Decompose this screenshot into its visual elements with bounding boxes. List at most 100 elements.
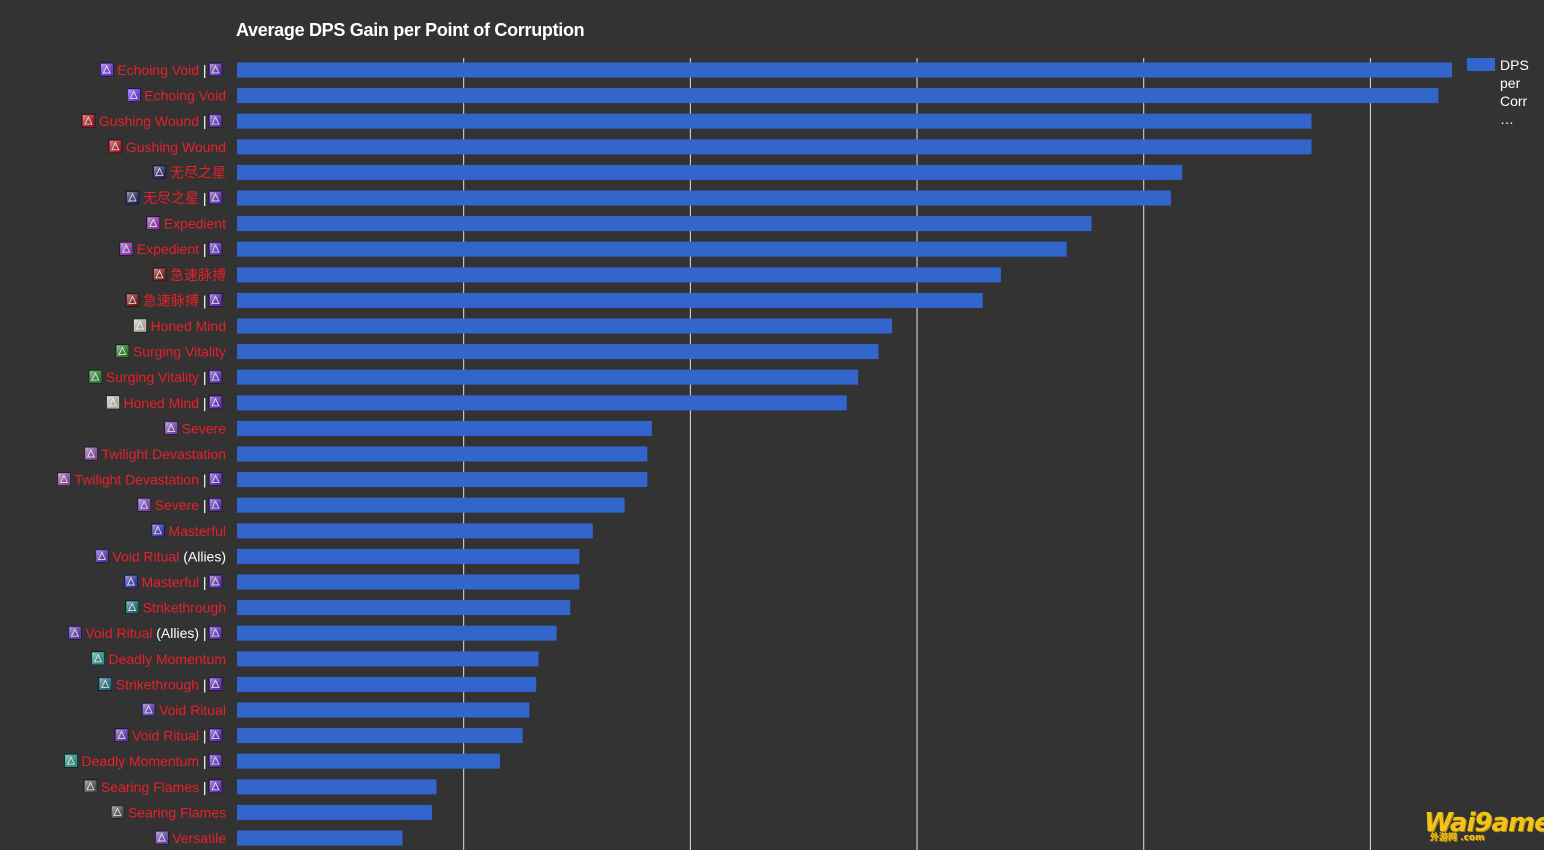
category-name: Versatile bbox=[172, 830, 226, 846]
vitality-icon-shine bbox=[89, 371, 101, 383]
category-name: Strikethrough bbox=[143, 600, 226, 616]
corruption-swirl-icon-glyph bbox=[211, 116, 220, 125]
bar bbox=[237, 753, 500, 769]
corruption-swirl-icon-glyph bbox=[211, 781, 220, 791]
corruption-swirl-icon-shine bbox=[210, 115, 221, 127]
corruption-swirl-icon-shine bbox=[210, 473, 221, 485]
legend-label: DPS per Corr… bbox=[1500, 57, 1529, 127]
corruption-swirl-icon bbox=[208, 677, 223, 691]
flames-icon-shine bbox=[111, 806, 123, 818]
corruption-swirl-icon-shine bbox=[210, 780, 221, 792]
category-label: Gushing Wound | bbox=[99, 113, 226, 129]
wound-icon-shine bbox=[109, 140, 121, 152]
bars bbox=[237, 62, 1452, 846]
bar bbox=[237, 113, 1312, 129]
momentum-icon bbox=[91, 651, 105, 666]
momentum-icon-glyph bbox=[66, 756, 76, 765]
ritual-icon bbox=[68, 625, 82, 640]
corruption-swirl-icon-glyph bbox=[211, 397, 220, 407]
void-icon bbox=[99, 62, 114, 77]
watermark-sub: 外游网 .com bbox=[1430, 830, 1484, 843]
wound-icon-shine bbox=[82, 115, 94, 127]
corruption-swirl-icon-shine bbox=[210, 396, 221, 408]
severe-icon-glyph bbox=[139, 500, 149, 509]
twilight-icon-glyph bbox=[86, 448, 96, 458]
corruption-swirl-icon-shine bbox=[210, 499, 221, 511]
wound-icon bbox=[108, 139, 123, 154]
category-name: Gushing Wound bbox=[99, 113, 199, 129]
twilight-icon bbox=[57, 472, 71, 486]
category-label: Searing Flames bbox=[128, 804, 226, 820]
category-label: Twilight Devastation bbox=[101, 446, 226, 462]
corruption-swirl-icon bbox=[208, 728, 223, 742]
legend-swatch bbox=[1467, 58, 1495, 71]
category-name: Void Ritual bbox=[159, 702, 226, 718]
category-name: Deadly Momentum bbox=[82, 753, 200, 769]
strikethrough-icon-shine bbox=[99, 678, 111, 690]
star-icon bbox=[125, 190, 140, 205]
corruption-swirl-icon bbox=[208, 190, 223, 205]
bar bbox=[237, 600, 571, 616]
category-name: Severe bbox=[155, 497, 200, 513]
bar bbox=[237, 420, 652, 436]
category-name: Surging Vitality bbox=[106, 369, 199, 385]
twilight-icon-shine bbox=[58, 473, 70, 485]
category-label: Void Ritual (Allies) bbox=[112, 548, 226, 564]
bar bbox=[237, 472, 648, 488]
watermark-domain: .com bbox=[1460, 833, 1485, 843]
category-label: Void Ritual (Allies) | bbox=[85, 625, 226, 641]
severe-icon-shine bbox=[138, 499, 150, 511]
corruption-swirl-icon bbox=[208, 472, 223, 486]
category-name: Twilight Devastation bbox=[75, 472, 200, 488]
corruption-swirl-icon-glyph bbox=[211, 628, 220, 637]
masterful-icon-shine bbox=[152, 524, 164, 536]
momentum-icon-shine bbox=[65, 755, 77, 767]
category-label: Deadly Momentum bbox=[109, 651, 227, 667]
ritual-icon bbox=[141, 702, 156, 717]
ritual-icon-shine bbox=[116, 729, 128, 741]
bar bbox=[237, 139, 1312, 155]
corruption-swirl-icon-glyph bbox=[211, 372, 220, 381]
category-tag: (Allies) bbox=[152, 625, 199, 641]
wound-icon-glyph bbox=[111, 141, 120, 151]
pulse-icon bbox=[125, 293, 140, 307]
bar bbox=[237, 62, 1452, 78]
corruption-swirl-icon-shine bbox=[210, 576, 221, 587]
mind-icon-shine bbox=[134, 320, 146, 331]
severe-icon-shine bbox=[165, 422, 177, 434]
expedient-icon-shine bbox=[147, 217, 159, 229]
corruption-swirl-icon bbox=[208, 625, 223, 640]
bar bbox=[237, 216, 1092, 232]
severe-icon-glyph bbox=[166, 423, 176, 432]
category-name: Severe bbox=[182, 420, 227, 436]
mind-icon-glyph bbox=[135, 320, 145, 330]
corruption-swirl-icon bbox=[208, 497, 223, 512]
flames-icon-glyph bbox=[86, 781, 95, 791]
corruption-swirl-icon bbox=[208, 241, 223, 256]
bar bbox=[237, 344, 879, 360]
corruption-swirl-icon-shine bbox=[210, 192, 221, 203]
mind-icon bbox=[106, 395, 120, 410]
vitality-icon-shine bbox=[116, 345, 128, 357]
flames-icon-shine bbox=[84, 780, 96, 792]
ritual-icon-glyph bbox=[117, 730, 126, 740]
corruption-swirl-icon-glyph bbox=[211, 500, 220, 509]
versatile-icon-shine bbox=[156, 832, 168, 843]
masterful-icon-glyph bbox=[126, 576, 136, 586]
watermark-small: 外游网 bbox=[1430, 833, 1458, 843]
corruption-swirl-icon-glyph bbox=[211, 192, 220, 202]
corruption-swirl-icon bbox=[208, 395, 223, 410]
pulse-icon-shine bbox=[127, 294, 139, 306]
watermark-logo: Wai9amer 外游网 .com bbox=[1424, 808, 1544, 843]
category-name: Void Ritual bbox=[85, 625, 152, 641]
category-name: 急速脉搏 bbox=[170, 267, 226, 283]
vitality-icon-glyph bbox=[91, 372, 100, 381]
masterful-icon-shine bbox=[125, 576, 137, 587]
bar bbox=[237, 267, 1001, 283]
category-name: Echoing Void bbox=[117, 62, 199, 78]
corruption-swirl-icon-shine bbox=[210, 243, 221, 255]
ritual-icon-glyph bbox=[97, 551, 107, 560]
void-icon-shine bbox=[128, 89, 140, 101]
void-icon-glyph bbox=[102, 64, 112, 74]
bar bbox=[237, 190, 1171, 206]
